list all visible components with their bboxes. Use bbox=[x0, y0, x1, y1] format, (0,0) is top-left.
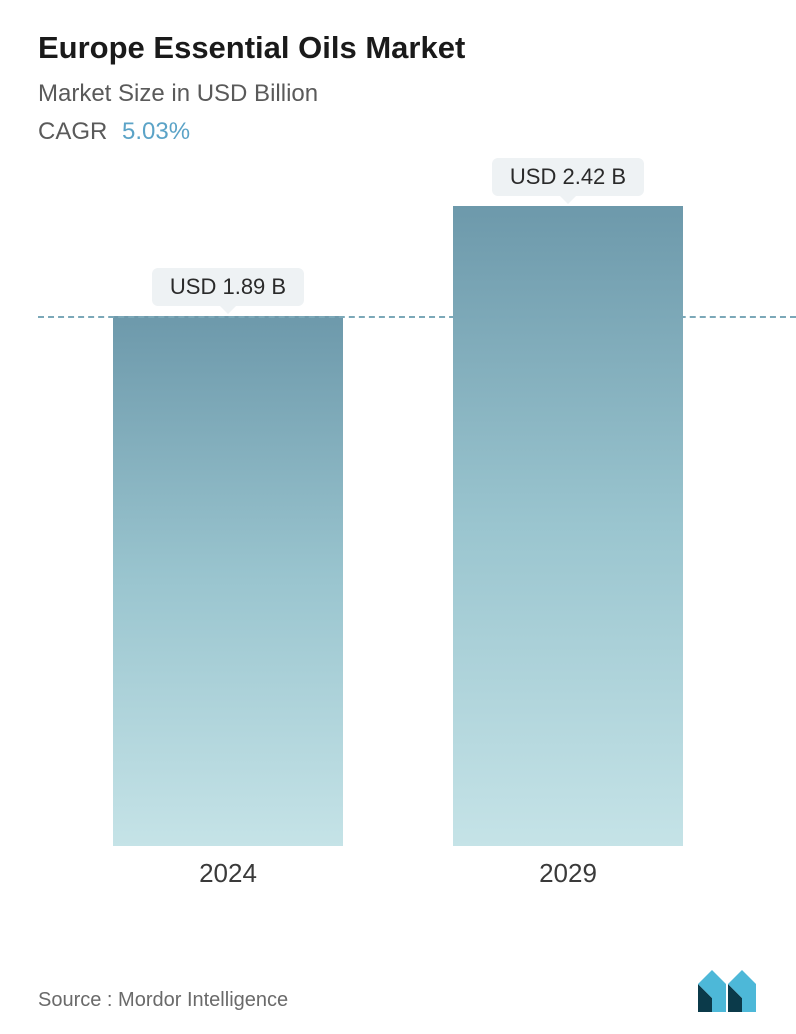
bar bbox=[453, 206, 683, 846]
chart-area: USD 1.89 B2024USD 2.42 B2029 bbox=[38, 186, 758, 906]
bar-value-label: USD 2.42 B bbox=[492, 158, 644, 196]
reference-dashed-line bbox=[38, 316, 796, 318]
bar bbox=[113, 316, 343, 846]
bar-year-label: 2029 bbox=[539, 858, 597, 889]
mordor-logo-icon bbox=[698, 970, 758, 1012]
chart-subtitle: Market Size in USD Billion bbox=[38, 80, 758, 108]
cagr-row: CAGR 5.03% bbox=[38, 118, 758, 146]
bar-group-2024: USD 1.89 B2024 bbox=[113, 268, 343, 846]
cagr-label: CAGR bbox=[38, 118, 107, 145]
source-attribution: Source : Mordor Intelligence bbox=[38, 989, 288, 1012]
bar-year-label: 2024 bbox=[199, 858, 257, 889]
bars-row: USD 1.89 B2024USD 2.42 B2029 bbox=[58, 206, 738, 846]
bar-value-label: USD 1.89 B bbox=[152, 268, 304, 306]
cagr-value: 5.03% bbox=[122, 118, 190, 145]
bar-group-2029: USD 2.42 B2029 bbox=[453, 158, 683, 846]
chart-title: Europe Essential Oils Market bbox=[38, 30, 758, 66]
